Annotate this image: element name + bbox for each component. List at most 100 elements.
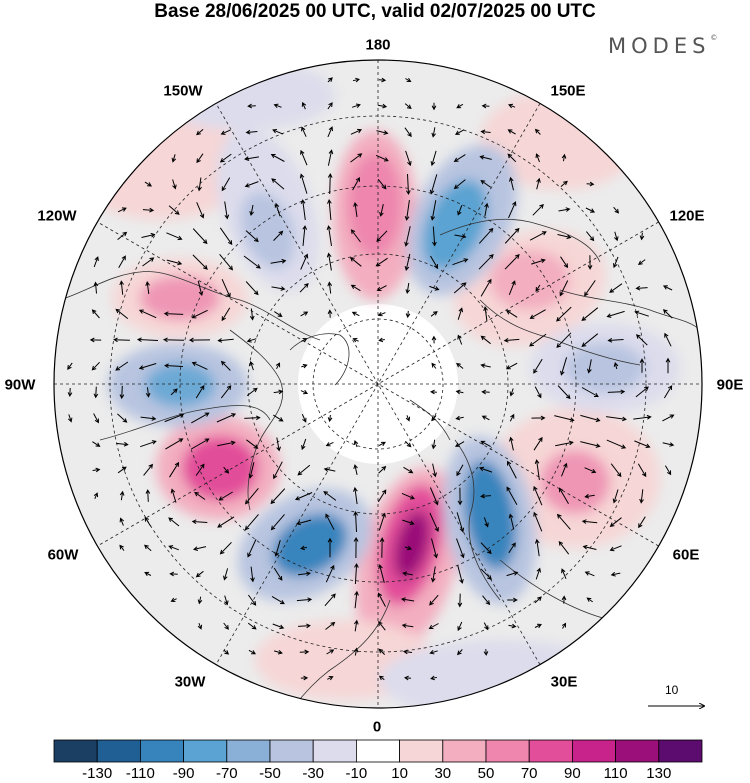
wind-arrow: [325, 564, 335, 583]
wind-arrow: [117, 413, 128, 423]
wind-arrow: [166, 232, 183, 241]
wind-arrow: [89, 337, 102, 343]
label-90e: 90E: [716, 376, 744, 394]
colorbar-swatch: [615, 739, 660, 763]
wind-arrow: [351, 103, 361, 108]
wind-arrow: [483, 622, 489, 631]
wind-arrow: [504, 227, 520, 244]
wind-arrow: [117, 466, 127, 474]
wind-arrow: [559, 280, 569, 297]
wind-arrow: [378, 465, 387, 474]
wind-arrow: [633, 414, 652, 420]
wind-arrow: [455, 389, 464, 395]
wind-arrow: [430, 675, 438, 681]
wind-arrow: [295, 519, 312, 526]
wind-arrow: [431, 102, 437, 111]
wind-arrow: [480, 335, 491, 345]
wind-arrow: [581, 387, 599, 397]
meridians: [54, 60, 702, 708]
wind-arrow: [144, 571, 152, 577]
wind-arrow: [163, 311, 184, 317]
wind-arrow: [534, 386, 542, 399]
wind-arrow: [405, 415, 411, 422]
wind-arrow: [456, 464, 464, 477]
colorbar-swatch: [312, 739, 357, 763]
wind-arrow: [509, 436, 514, 451]
colorbar-swatch: [442, 739, 487, 763]
reference-vector-label: 10: [665, 683, 679, 697]
wind-arrow: [92, 441, 101, 447]
wind-arrow: [220, 129, 231, 135]
wind-arrow: [220, 360, 231, 371]
wind-arrow: [637, 259, 646, 266]
wind-arrow: [665, 357, 671, 374]
wind-arrow: [376, 285, 387, 291]
wind-arrow: [247, 622, 257, 630]
wind-arrow: [327, 537, 333, 558]
wind-arrow: [430, 150, 437, 167]
wind-arrow: [276, 437, 281, 452]
colorbar-tick-label: 90: [564, 765, 581, 782]
wind-arrow: [639, 358, 645, 373]
wind-arrow: [192, 228, 208, 245]
wind-arrow: [350, 229, 361, 243]
wind-arrow: [662, 414, 675, 422]
wind-arrow: [377, 178, 387, 190]
wind-arrow: [587, 255, 593, 270]
wind-arrow: [582, 544, 597, 550]
wind-arrow: [272, 623, 285, 630]
wind-arrow: [301, 438, 307, 451]
wind-arrow: [244, 181, 259, 188]
wind-arrow: [586, 231, 595, 242]
wind-arrow: [326, 252, 332, 271]
wind-arrow: [91, 309, 100, 319]
map-boundary: [53, 59, 703, 709]
wind-arrow: [377, 311, 386, 317]
wind-arrow: [456, 512, 465, 533]
wind-arrow: [353, 486, 358, 505]
wind-arrow: [170, 597, 177, 602]
wind-arrow: [431, 335, 437, 344]
wind-arrow: [457, 334, 463, 345]
wind-arrow: [453, 154, 466, 162]
wind-arrow: [196, 153, 204, 164]
wind-arrow: [664, 332, 672, 347]
wind-arrow: [610, 463, 622, 478]
wind-arrow: [609, 283, 623, 293]
wind-arrow: [246, 387, 258, 397]
colorbar-tick-label: 10: [391, 765, 408, 782]
wind-arrow: [378, 620, 386, 631]
wind-arrow: [244, 487, 259, 505]
colorbar-tick-label: 50: [477, 765, 495, 782]
wind-arrow: [606, 439, 627, 449]
wind-arrow: [376, 230, 388, 242]
wind-arrow: [429, 285, 440, 291]
label-60e: 60E: [672, 546, 700, 564]
wind-arrow: [164, 363, 183, 369]
colorbar-swatch: [355, 739, 400, 763]
wind-arrow: [404, 441, 412, 448]
wind-arrow: [170, 488, 177, 503]
wind-arrow: [194, 491, 206, 500]
wind-arrow: [171, 154, 177, 163]
wind-arrow: [609, 545, 622, 552]
wind-arrow: [400, 597, 415, 602]
wind-arrow: [532, 203, 544, 216]
wind-arrow: [376, 130, 389, 135]
wind-arrow: [93, 386, 99, 399]
wind-arrow: [533, 436, 543, 451]
wind-arrow: [301, 126, 307, 137]
wind-arrow: [584, 493, 595, 499]
wind-arrow: [140, 440, 157, 448]
wind-arrow: [298, 571, 311, 577]
wind-arrow: [354, 590, 359, 609]
wind-arrow: [273, 414, 284, 422]
wind-arrow: [327, 414, 333, 423]
wind-arrow: [274, 202, 281, 217]
wind-arrow: [119, 517, 125, 526]
wind-arrow: [402, 571, 413, 576]
wind-arrow: [162, 337, 185, 343]
wind-arrow: [250, 566, 255, 583]
wind-arrow: [247, 539, 257, 558]
wind-arrow: [377, 592, 386, 607]
